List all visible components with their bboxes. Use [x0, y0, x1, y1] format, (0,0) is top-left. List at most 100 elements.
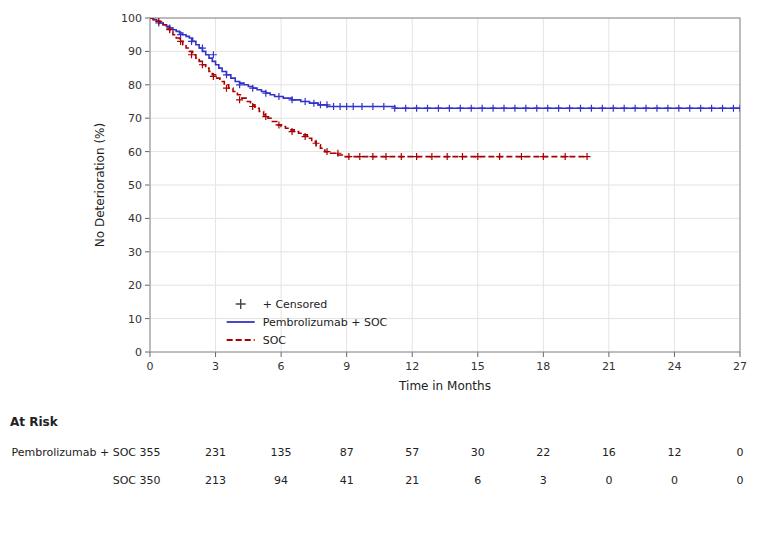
- censor-mark: [249, 85, 256, 92]
- tick: [145, 218, 150, 219]
- tick: [281, 352, 282, 357]
- axes: 01020304050607080901000369121518212427: [121, 12, 747, 373]
- censor-mark: [413, 153, 420, 160]
- censor-mark: [402, 105, 409, 112]
- grid-line: [477, 18, 478, 352]
- tick: [608, 352, 609, 357]
- grid-line: [150, 118, 740, 119]
- censor-mark: [428, 153, 435, 160]
- legend-swatch: [227, 339, 255, 341]
- censor-mark: [356, 153, 363, 160]
- censor-mark: [459, 153, 466, 160]
- censor-mark: [302, 133, 309, 140]
- tick: [145, 118, 150, 119]
- censor-mark: [275, 121, 282, 128]
- censor-mark: [444, 153, 451, 160]
- censor-mark: [210, 73, 217, 80]
- censor-mark: [562, 153, 569, 160]
- censor-mark: [188, 38, 195, 45]
- grid-line: [150, 51, 740, 52]
- tick-label: 0: [147, 360, 154, 373]
- tick: [145, 352, 150, 353]
- censor-mark: [457, 105, 464, 112]
- at-risk-title: At Risk: [10, 415, 59, 429]
- tick: [412, 352, 413, 357]
- at-risk-count: 16: [602, 446, 616, 459]
- censor-mark: [398, 153, 405, 160]
- y-axis-label: No Deterioration (%): [93, 123, 107, 247]
- x-axis-label: Time in Months: [398, 379, 491, 393]
- censor-mark: [540, 153, 547, 160]
- tick: [145, 285, 150, 286]
- at-risk-count: 0: [605, 474, 612, 487]
- censor-mark: [262, 113, 269, 120]
- censor-mark: [177, 38, 184, 45]
- censor-mark: [289, 96, 296, 103]
- censor-mark: [599, 105, 606, 112]
- grid-line: [674, 18, 675, 352]
- grid-line: [150, 251, 740, 252]
- tick: [145, 84, 150, 85]
- grid-line: [215, 18, 216, 352]
- tick: [145, 51, 150, 52]
- censor-mark: [391, 105, 398, 112]
- at-risk-count: 355: [140, 446, 161, 459]
- censor-mark: [166, 26, 173, 33]
- censor-mark: [275, 93, 282, 100]
- tick-label: 27: [733, 360, 747, 373]
- censor-mark: [223, 71, 230, 78]
- censor-mark: [343, 103, 350, 110]
- legend-label: + Censored: [263, 298, 328, 311]
- at-risk-row-label: Pembrolizumab + SOC: [11, 446, 136, 459]
- at-risk-count: 6: [474, 474, 481, 487]
- tick-label: 0: [135, 346, 142, 359]
- legend-swatch: [227, 321, 255, 323]
- censor-mark: [653, 105, 660, 112]
- censor-mark: [324, 101, 331, 108]
- censor-mark: [350, 103, 357, 110]
- censor-mark: [199, 45, 206, 52]
- grid-line: [346, 18, 347, 352]
- censor-mark: [249, 103, 256, 110]
- tick-label: 18: [536, 360, 550, 373]
- tick-label: 15: [471, 360, 485, 373]
- censor-mark: [446, 105, 453, 112]
- censor-mark: [518, 153, 525, 160]
- censor-mark: [345, 153, 352, 160]
- censor-mark: [369, 153, 376, 160]
- legend-label: SOC: [263, 334, 287, 347]
- at-risk-count: 94: [274, 474, 288, 487]
- tick: [145, 318, 150, 319]
- censor-mark: [413, 105, 420, 112]
- censor-mark: [435, 105, 442, 112]
- censor-mark: [544, 105, 551, 112]
- tick-label: 30: [128, 246, 142, 259]
- tick-label: 12: [405, 360, 419, 373]
- tick-label: 10: [128, 313, 142, 326]
- censor-mark: [566, 105, 573, 112]
- censor-mark: [511, 105, 518, 112]
- censor-mark: [632, 105, 639, 112]
- at-risk-count: 231: [205, 446, 226, 459]
- grid-line: [150, 318, 740, 319]
- tick: [145, 151, 150, 152]
- censor-mark: [474, 153, 481, 160]
- grid-line: [543, 18, 544, 352]
- tick-label: 20: [128, 279, 142, 292]
- tick-label: 100: [121, 12, 142, 25]
- tick: [150, 352, 151, 357]
- at-risk-count: 12: [667, 446, 681, 459]
- tick: [477, 352, 478, 357]
- censor-mark: [501, 105, 508, 112]
- censor-mark: [621, 105, 628, 112]
- at-risk-count: 41: [340, 474, 354, 487]
- censor-mark: [424, 105, 431, 112]
- at-risk-count: 57: [405, 446, 419, 459]
- censor-mark: [737, 105, 741, 112]
- at-risk-count: 22: [536, 446, 550, 459]
- censor-mark: [337, 103, 344, 110]
- tick-label: 60: [128, 146, 142, 159]
- grid-line: [150, 218, 740, 219]
- censor-mark: [310, 100, 317, 107]
- km-curve: [150, 18, 587, 157]
